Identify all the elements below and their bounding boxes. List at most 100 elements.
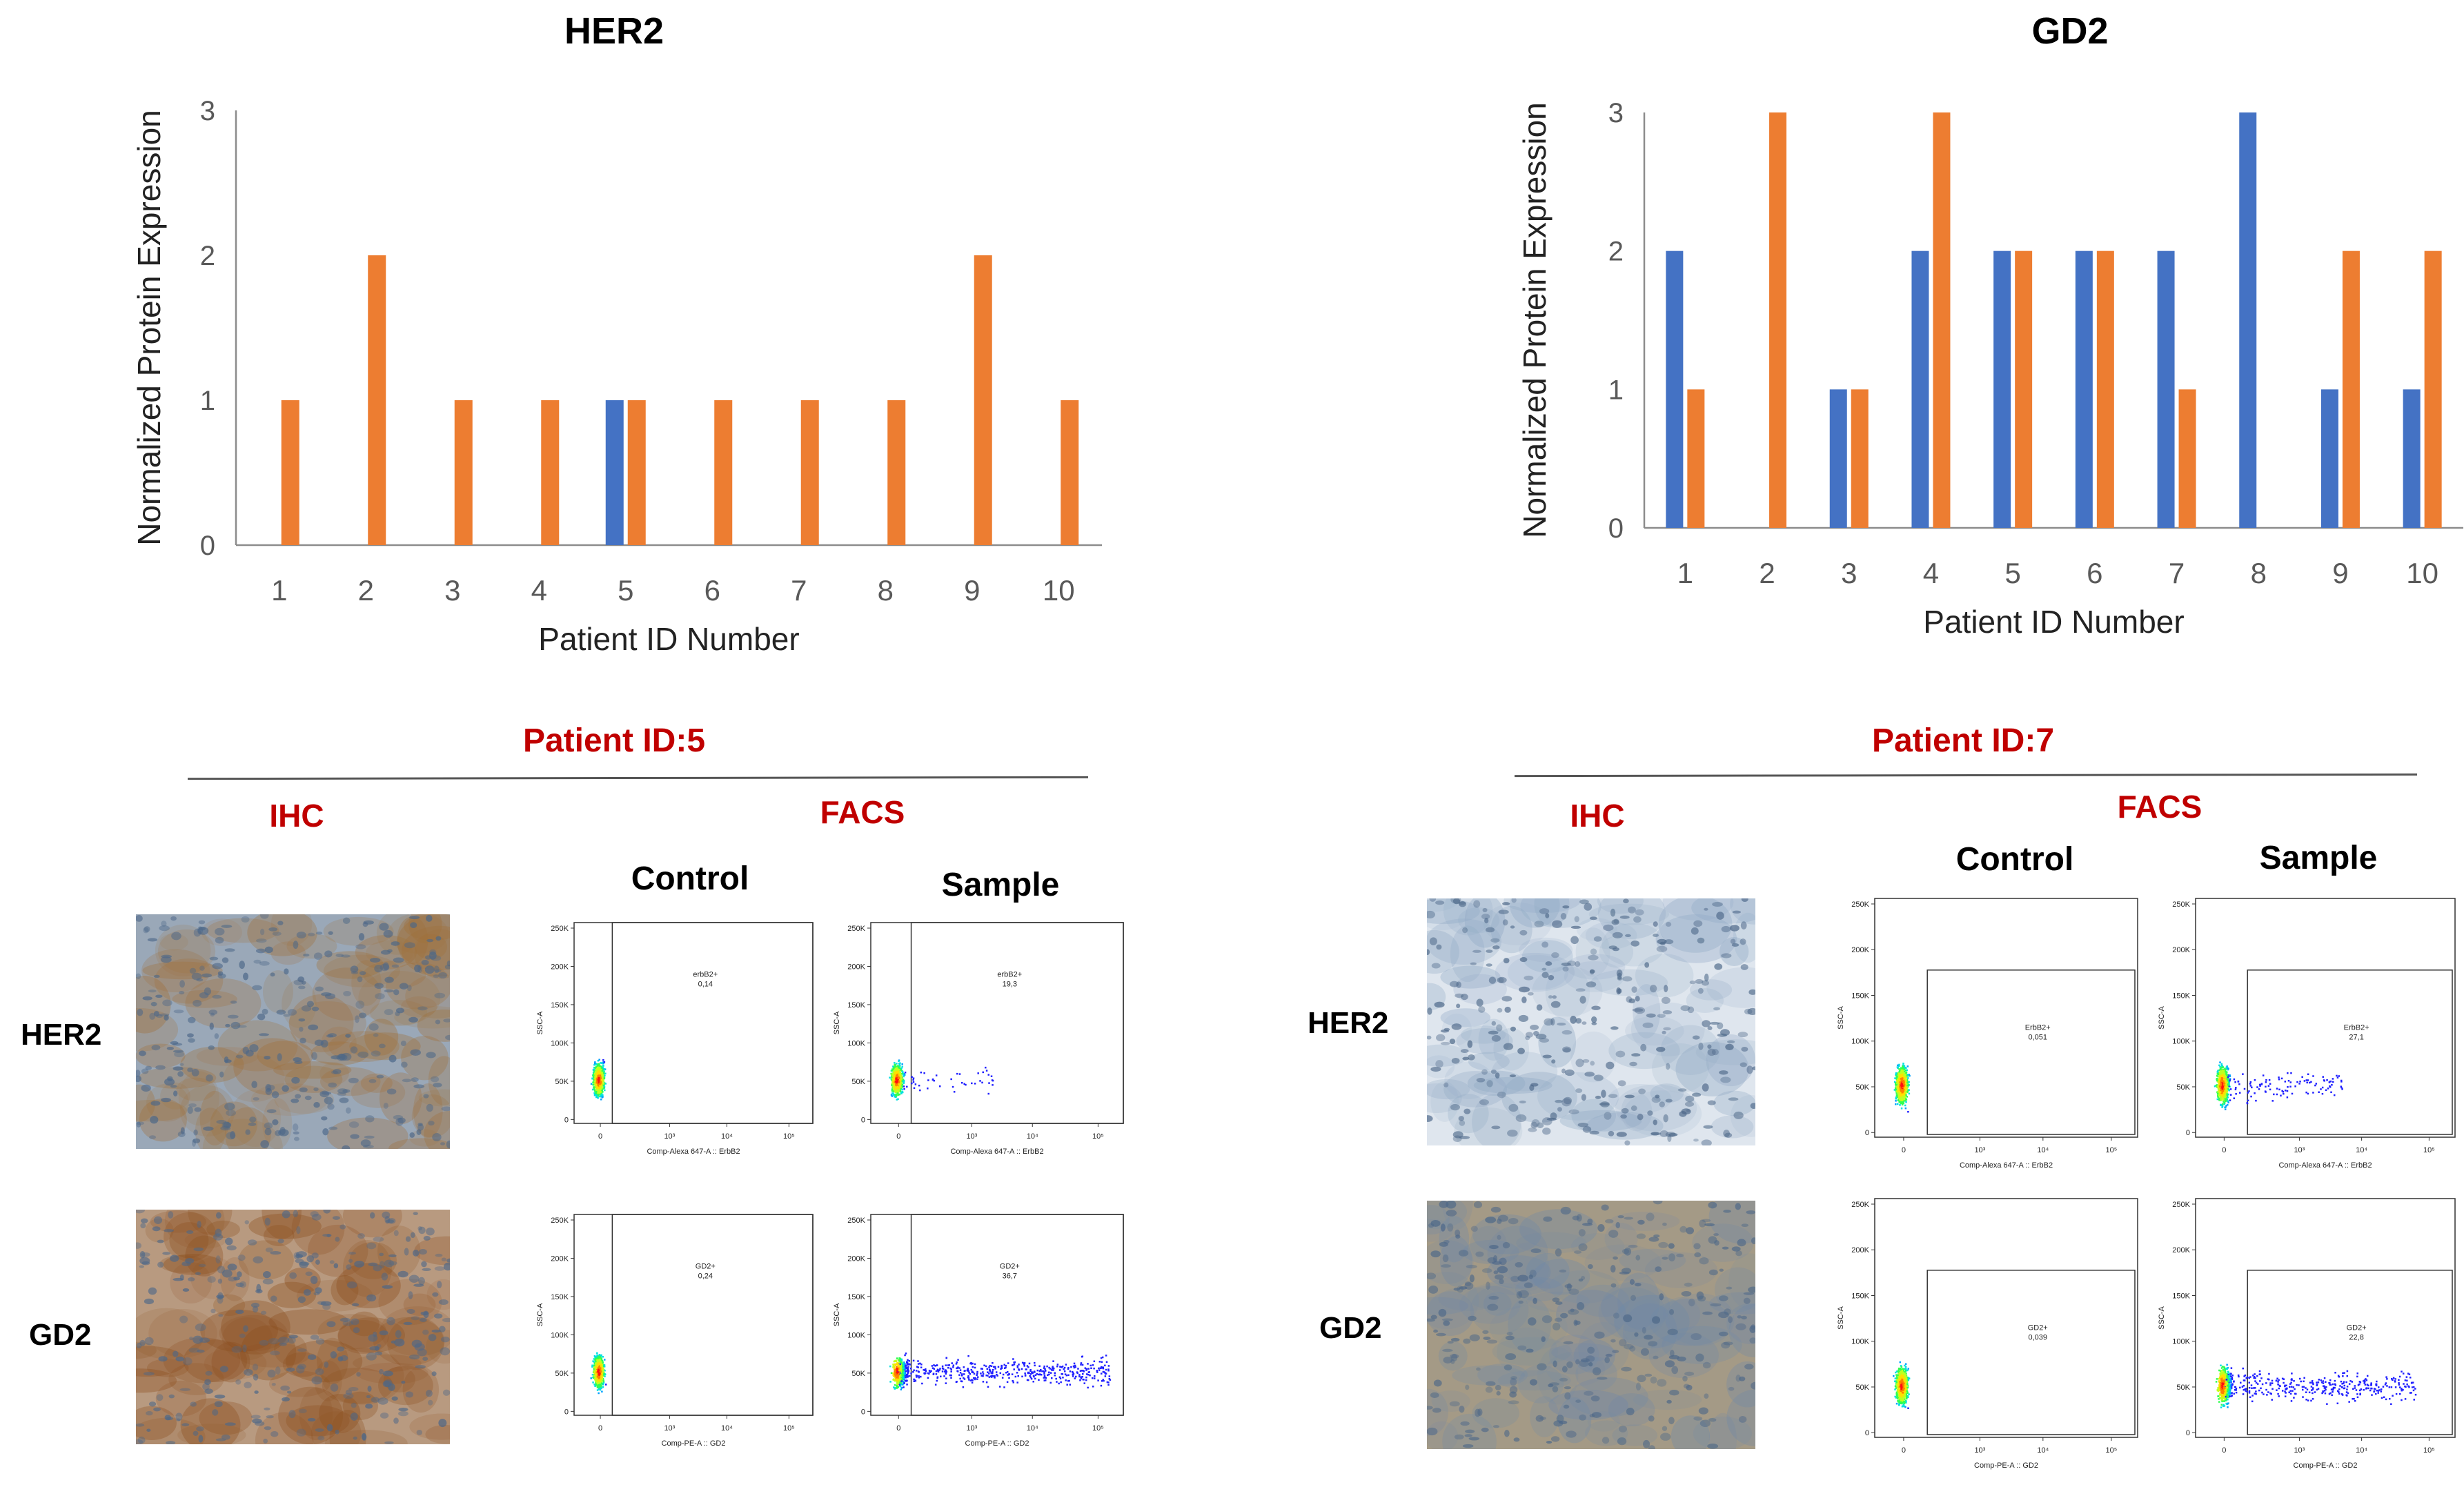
facs-event bbox=[600, 1079, 603, 1081]
facs-event bbox=[603, 1082, 606, 1084]
ihc-nucleus bbox=[136, 1121, 141, 1128]
ihc-nucleus bbox=[445, 1034, 450, 1041]
facs-event bbox=[894, 1373, 896, 1376]
ihc-nucleus bbox=[377, 1397, 388, 1405]
ihc-stain-patch bbox=[286, 1405, 350, 1437]
ihc-nucleus bbox=[1588, 954, 1599, 961]
facs-event bbox=[894, 1386, 896, 1389]
facs-event bbox=[900, 1067, 903, 1070]
ihc-nucleus bbox=[270, 1431, 279, 1437]
facs-event bbox=[963, 1373, 965, 1375]
facs-event bbox=[1080, 1364, 1082, 1366]
ihc-stain-patch bbox=[314, 1360, 342, 1401]
ihc-nucleus bbox=[340, 1355, 348, 1361]
ihc-nucleus bbox=[443, 1262, 450, 1271]
ihc-nucleus bbox=[143, 927, 149, 934]
ihc-stain-patch bbox=[352, 1354, 422, 1372]
facs-event bbox=[598, 1375, 600, 1378]
ihc-nucleus bbox=[148, 1401, 157, 1407]
ihc-nucleus bbox=[149, 1012, 156, 1020]
facs-event bbox=[891, 1076, 893, 1078]
ihc-nucleus bbox=[1664, 939, 1674, 945]
ihc-stain-patch bbox=[386, 962, 450, 1010]
facs-event bbox=[1008, 1372, 1010, 1375]
facs-event bbox=[905, 1364, 907, 1366]
ihc-nucleus bbox=[293, 941, 299, 949]
ihc-nucleus bbox=[385, 1219, 395, 1223]
facs-ytick-250K: 250K bbox=[847, 1217, 865, 1225]
ihc-nucleus bbox=[171, 932, 181, 941]
ihc-nucleus bbox=[299, 1027, 304, 1032]
ihc-nucleus bbox=[427, 1399, 433, 1406]
facs-event bbox=[1064, 1373, 1067, 1375]
facs-event bbox=[893, 1077, 896, 1080]
ihc-nucleus bbox=[440, 1142, 446, 1145]
ihc-nucleus bbox=[1473, 900, 1481, 908]
ihc-nucleus bbox=[441, 1336, 450, 1343]
facs-event bbox=[976, 1370, 978, 1373]
ihc-nucleus bbox=[235, 1309, 244, 1315]
facs-event bbox=[1012, 1364, 1014, 1366]
ihc-nucleus bbox=[1497, 1007, 1503, 1013]
facs-event bbox=[601, 1368, 603, 1370]
ihc-nucleus bbox=[1702, 1020, 1711, 1027]
ihc-stain-patch bbox=[222, 1317, 273, 1361]
facs-gate-name: erbB2+ bbox=[997, 971, 1022, 979]
facs-event bbox=[1058, 1382, 1060, 1385]
facs-event bbox=[1054, 1372, 1056, 1375]
ihc-nucleus bbox=[164, 1229, 174, 1232]
facs-event bbox=[924, 1369, 926, 1371]
ihc-nucleus bbox=[145, 1065, 152, 1070]
ihc-nucleus bbox=[1591, 1016, 1597, 1023]
ihc-nucleus bbox=[1486, 927, 1495, 933]
facs-event bbox=[598, 1091, 600, 1094]
ihc-nucleus bbox=[1509, 1074, 1517, 1078]
ihc-nucleus bbox=[346, 1281, 357, 1289]
facs-event bbox=[900, 1087, 903, 1090]
ihc-image-p5-her2 bbox=[136, 914, 450, 1149]
gd2-bar-series-orange-10 bbox=[2424, 250, 2442, 528]
facs-event bbox=[1033, 1361, 1036, 1364]
her2-bar-series-blue-5 bbox=[605, 400, 624, 545]
facs-event bbox=[601, 1070, 604, 1072]
facs-event bbox=[945, 1377, 947, 1379]
her2-bar-series-orange-7 bbox=[800, 400, 819, 545]
facs-event bbox=[989, 1369, 991, 1372]
ihc-stain-patch bbox=[1430, 1081, 1459, 1122]
ihc-nucleus bbox=[298, 985, 306, 990]
ihc-stain-patch bbox=[263, 1225, 295, 1246]
ihc-nucleus bbox=[253, 1256, 264, 1263]
ihc-nucleus bbox=[391, 1396, 398, 1401]
ihc-nucleus bbox=[1719, 1070, 1728, 1075]
ihc-nucleus bbox=[1730, 938, 1736, 945]
ihc-nucleus bbox=[354, 1260, 365, 1268]
ihc-nucleus bbox=[230, 1021, 241, 1030]
facs-event bbox=[940, 1375, 942, 1378]
ihc-nucleus bbox=[322, 1128, 329, 1136]
facs-event bbox=[1108, 1375, 1111, 1377]
ihc-nucleus bbox=[230, 1131, 236, 1139]
facs-event bbox=[599, 1370, 602, 1373]
gd2-xtick-3: 3 bbox=[1841, 557, 1857, 589]
facs-event bbox=[959, 1372, 962, 1374]
ihc-nucleus bbox=[250, 1415, 261, 1419]
facs-event bbox=[593, 1358, 595, 1360]
ihc-nucleus bbox=[264, 946, 273, 954]
facs-event bbox=[1075, 1375, 1077, 1378]
facs-event bbox=[594, 1071, 597, 1073]
ihc-nucleus bbox=[1530, 1083, 1539, 1087]
facs-event bbox=[987, 1092, 989, 1095]
facs-event bbox=[1023, 1362, 1025, 1364]
her2-xtick-4: 4 bbox=[531, 574, 547, 607]
ihc-nucleus bbox=[1533, 1030, 1539, 1036]
facs-event bbox=[1039, 1370, 1041, 1372]
ihc-nucleus bbox=[328, 931, 333, 935]
ihc-nucleus bbox=[1637, 1113, 1644, 1121]
ihc-stain-patch bbox=[291, 1210, 345, 1255]
facs-event bbox=[892, 1366, 894, 1368]
ihc-nucleus bbox=[1698, 1042, 1704, 1050]
ihc-nucleus bbox=[195, 1272, 201, 1275]
facs-ytick-200K: 200K bbox=[847, 963, 865, 971]
ihc-nucleus bbox=[283, 1014, 290, 1017]
